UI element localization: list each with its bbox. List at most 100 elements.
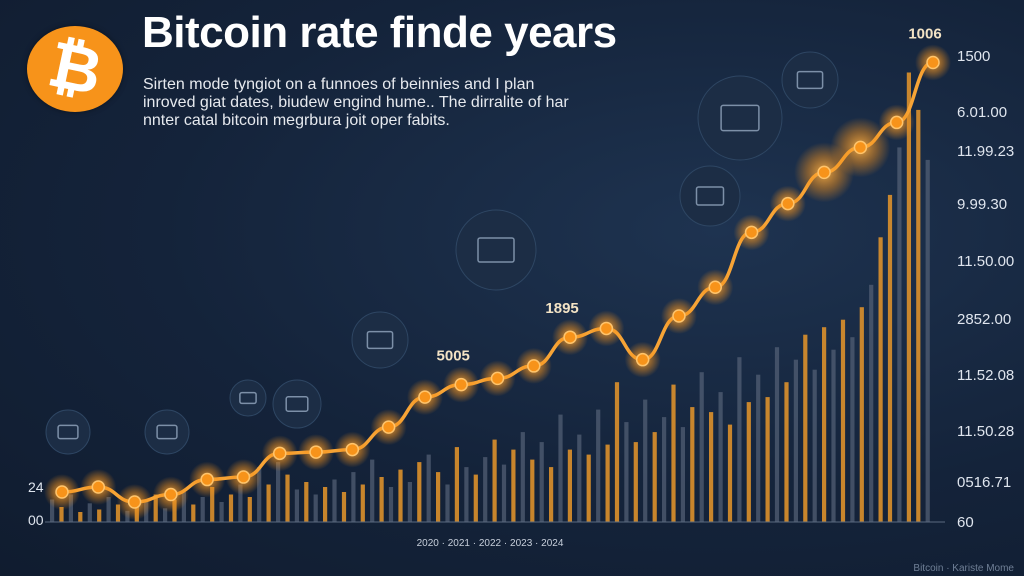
bar (78, 512, 83, 522)
bar (784, 382, 789, 522)
data-point (345, 442, 360, 457)
bar (586, 454, 591, 522)
decor-icon (272, 379, 322, 429)
page-title: Bitcoin rate finde years (142, 8, 617, 57)
axis-layer: 24 00 1500 6.01.00 11.99.23 9.99.30 11.50.00 28… (28, 48, 1014, 549)
y-axis-label-right: 6.01.00 (957, 104, 1007, 121)
device-icon (695, 186, 725, 206)
y-axis-label-right: 11.50.28 (957, 423, 1014, 440)
bar (897, 147, 902, 522)
bar (699, 372, 704, 522)
bar (313, 494, 318, 522)
decor-icon (351, 311, 409, 369)
bar (859, 307, 864, 522)
bar (210, 487, 215, 522)
data-label: 1895 (545, 300, 578, 317)
bar (887, 194, 893, 522)
labels-layer: 5005 1895 1006 (437, 25, 942, 364)
bar (840, 319, 846, 522)
decor-circle (455, 209, 537, 291)
bar (822, 327, 827, 522)
bar (812, 369, 817, 522)
bar (492, 439, 497, 522)
bar (520, 432, 525, 522)
decor-circle (679, 165, 741, 227)
page-subtitle: Sirten mode tyngiot on a funnoes of bein… (143, 76, 569, 129)
bar (549, 467, 554, 522)
decor-icon (144, 409, 190, 455)
y-axis-label-right: 60 (957, 514, 974, 531)
device-icon (720, 104, 760, 132)
bar (351, 472, 356, 522)
bar (690, 407, 695, 522)
bar (97, 509, 102, 522)
bar (652, 432, 657, 522)
device-icon (239, 391, 257, 405)
data-point (91, 480, 106, 494)
decor-icon (455, 209, 537, 291)
bar (633, 442, 638, 522)
bar (163, 508, 168, 522)
decor-circle (229, 379, 267, 417)
bar (398, 469, 403, 522)
bar (765, 397, 770, 522)
bar (426, 454, 431, 522)
bar (294, 489, 299, 522)
decor-circle (697, 75, 783, 161)
decor-icon (697, 75, 783, 161)
data-point (273, 446, 287, 461)
y-axis-label-right: 1500 (957, 48, 990, 65)
bar (718, 392, 723, 522)
data-point (236, 470, 251, 484)
bar (558, 414, 563, 522)
bar (454, 447, 459, 522)
decor-circle (45, 409, 91, 455)
bar (304, 482, 309, 522)
bar (539, 442, 544, 522)
bar (417, 462, 422, 522)
bar (643, 399, 648, 522)
decor-circle (781, 51, 839, 109)
bar (511, 449, 516, 522)
bar (906, 72, 911, 522)
data-point (381, 420, 396, 434)
decor-circle (351, 311, 409, 369)
y-axis-label-left: 00 (28, 512, 44, 528)
bar (238, 484, 243, 522)
y-axis-label-right: 11.99.23 (957, 143, 1014, 160)
bar (774, 347, 780, 522)
bar (614, 382, 620, 522)
bar (153, 494, 158, 522)
y-axis-label-left: 24 (28, 479, 44, 495)
decor-icon (45, 409, 91, 455)
data-point (563, 330, 577, 344)
device-icon (366, 330, 394, 350)
x-axis-label: 2020 · 2021 · 2022 · 2023 · 2024 (417, 538, 564, 549)
bar (878, 237, 883, 523)
bar (727, 424, 733, 522)
bar (360, 484, 365, 522)
data-point (635, 352, 650, 367)
y-axis-label-right: 11.50.00 (957, 253, 1014, 270)
bar (379, 477, 384, 522)
bar (916, 109, 921, 523)
bar (388, 487, 394, 522)
data-point (127, 495, 142, 509)
bar (577, 434, 582, 522)
bar (323, 487, 328, 522)
bar (624, 422, 629, 522)
data-point (55, 485, 69, 499)
data-point (781, 196, 795, 211)
bar (567, 449, 572, 522)
data-point (164, 487, 178, 502)
bar (200, 497, 205, 522)
data-label: 5005 (437, 348, 470, 365)
device-icon (796, 70, 824, 90)
data-point (744, 225, 759, 240)
bar (247, 497, 252, 522)
bar (483, 457, 488, 522)
decor-icons-layer (45, 51, 839, 455)
bar (605, 444, 610, 522)
bar (680, 427, 685, 522)
